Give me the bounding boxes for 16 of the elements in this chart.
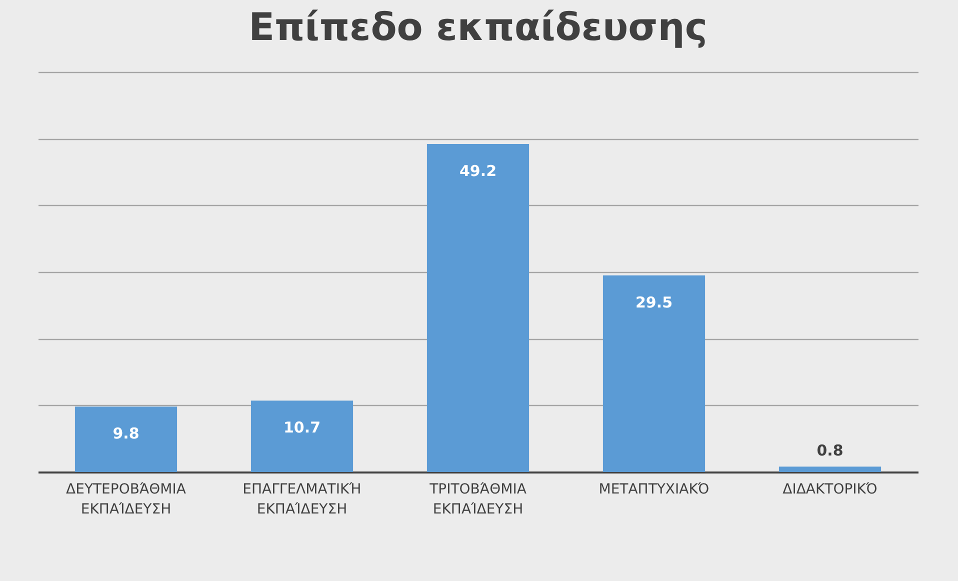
- data-label: 29.5: [635, 293, 673, 312]
- x-tick-label: ΤΡΙΤΟΒΆΘΜΙΑ ΕΚΠΑΊΔΕΥΣΗ: [428, 482, 527, 518]
- x-tick-label: ΔΙΔΑΚΤΟΡΙΚΌ: [782, 482, 878, 498]
- data-label: 49.2: [459, 162, 497, 180]
- data-label: 10.7: [283, 418, 321, 437]
- bar: [426, 144, 530, 472]
- bar: [602, 275, 706, 472]
- x-tick-label: ΔΕΥΤΕΡΟΒΆΘΜΙΑ ΕΚΠΑΊΔΕΥΣΗ: [66, 482, 186, 518]
- x-tick-label: ΕΠΑΓΓΕΛΜΑΤΙΚΉ ΕΚΠΑΊΔΕΥΣΗ: [242, 482, 362, 518]
- bar: [250, 400, 354, 472]
- x-tick-label: ΜΕΤΑΠΤΥΧΙΑΚΌ: [598, 482, 710, 498]
- data-label: 0.8: [816, 442, 844, 460]
- chart-title: Επίπεδο εκπαίδευσης: [248, 5, 708, 49]
- data-label: 9.8: [112, 424, 140, 443]
- bar: [74, 406, 178, 472]
- bar: [778, 466, 882, 472]
